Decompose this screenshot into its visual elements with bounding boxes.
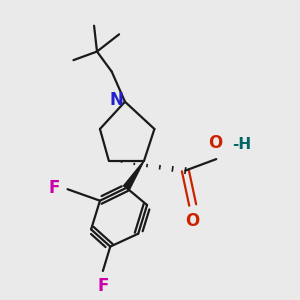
Text: O: O [186, 212, 200, 230]
Text: F: F [97, 277, 109, 295]
Text: N: N [110, 91, 124, 109]
Text: F: F [49, 179, 60, 197]
Text: -H: -H [232, 137, 252, 152]
Text: O: O [208, 134, 222, 152]
Polygon shape [124, 160, 144, 190]
